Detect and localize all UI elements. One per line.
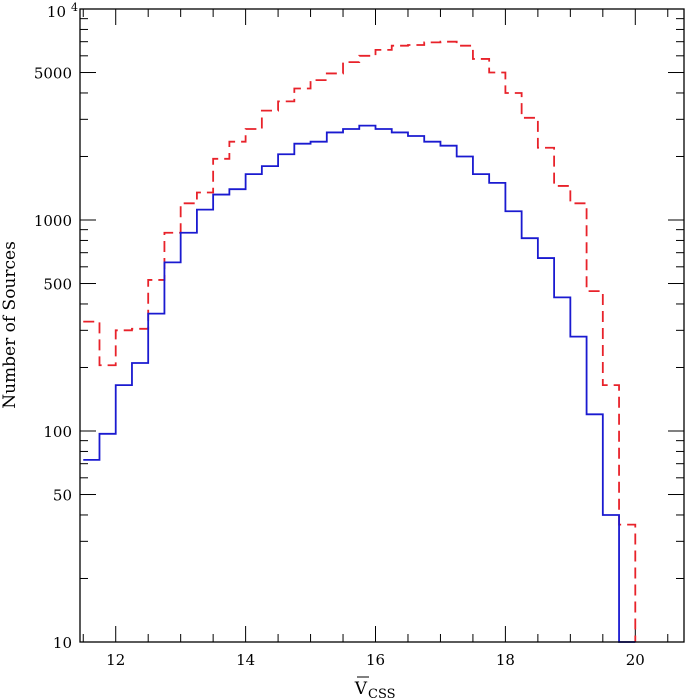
x-tick-label: 12 <box>106 651 125 669</box>
tick-labels: 12 14 16 18 20 10 50 100 500 1000 5000 10 4 <box>34 1 645 669</box>
y-axis-title: Number of Sources <box>0 241 20 409</box>
x-tick-label: 18 <box>496 651 515 669</box>
x-axis-title: V CSS <box>354 676 396 700</box>
tick-marks <box>80 9 684 643</box>
y-tick-label: 100 <box>43 423 72 441</box>
series-solid-line <box>83 124 636 643</box>
series-layer <box>83 40 637 643</box>
y-tick-label: 500 <box>43 276 72 294</box>
y-tick-label: 10 <box>53 634 72 652</box>
y-tick-label: 5000 <box>34 65 72 83</box>
plot-frame <box>79 8 685 643</box>
series-dashed-line <box>83 40 637 642</box>
y-tick-label: 50 <box>53 487 72 505</box>
x-tick-label: 20 <box>626 651 645 669</box>
x-tick-label: 14 <box>236 651 255 669</box>
x-axis-title-subscript: CSS <box>368 687 396 700</box>
y-tick-label: 10 <box>47 3 66 21</box>
x-axis-title-main: V <box>354 679 368 699</box>
y-tick-label: 1000 <box>34 212 72 230</box>
x-tick-label: 16 <box>366 651 385 669</box>
y-tick-exponent: 4 <box>71 1 78 14</box>
